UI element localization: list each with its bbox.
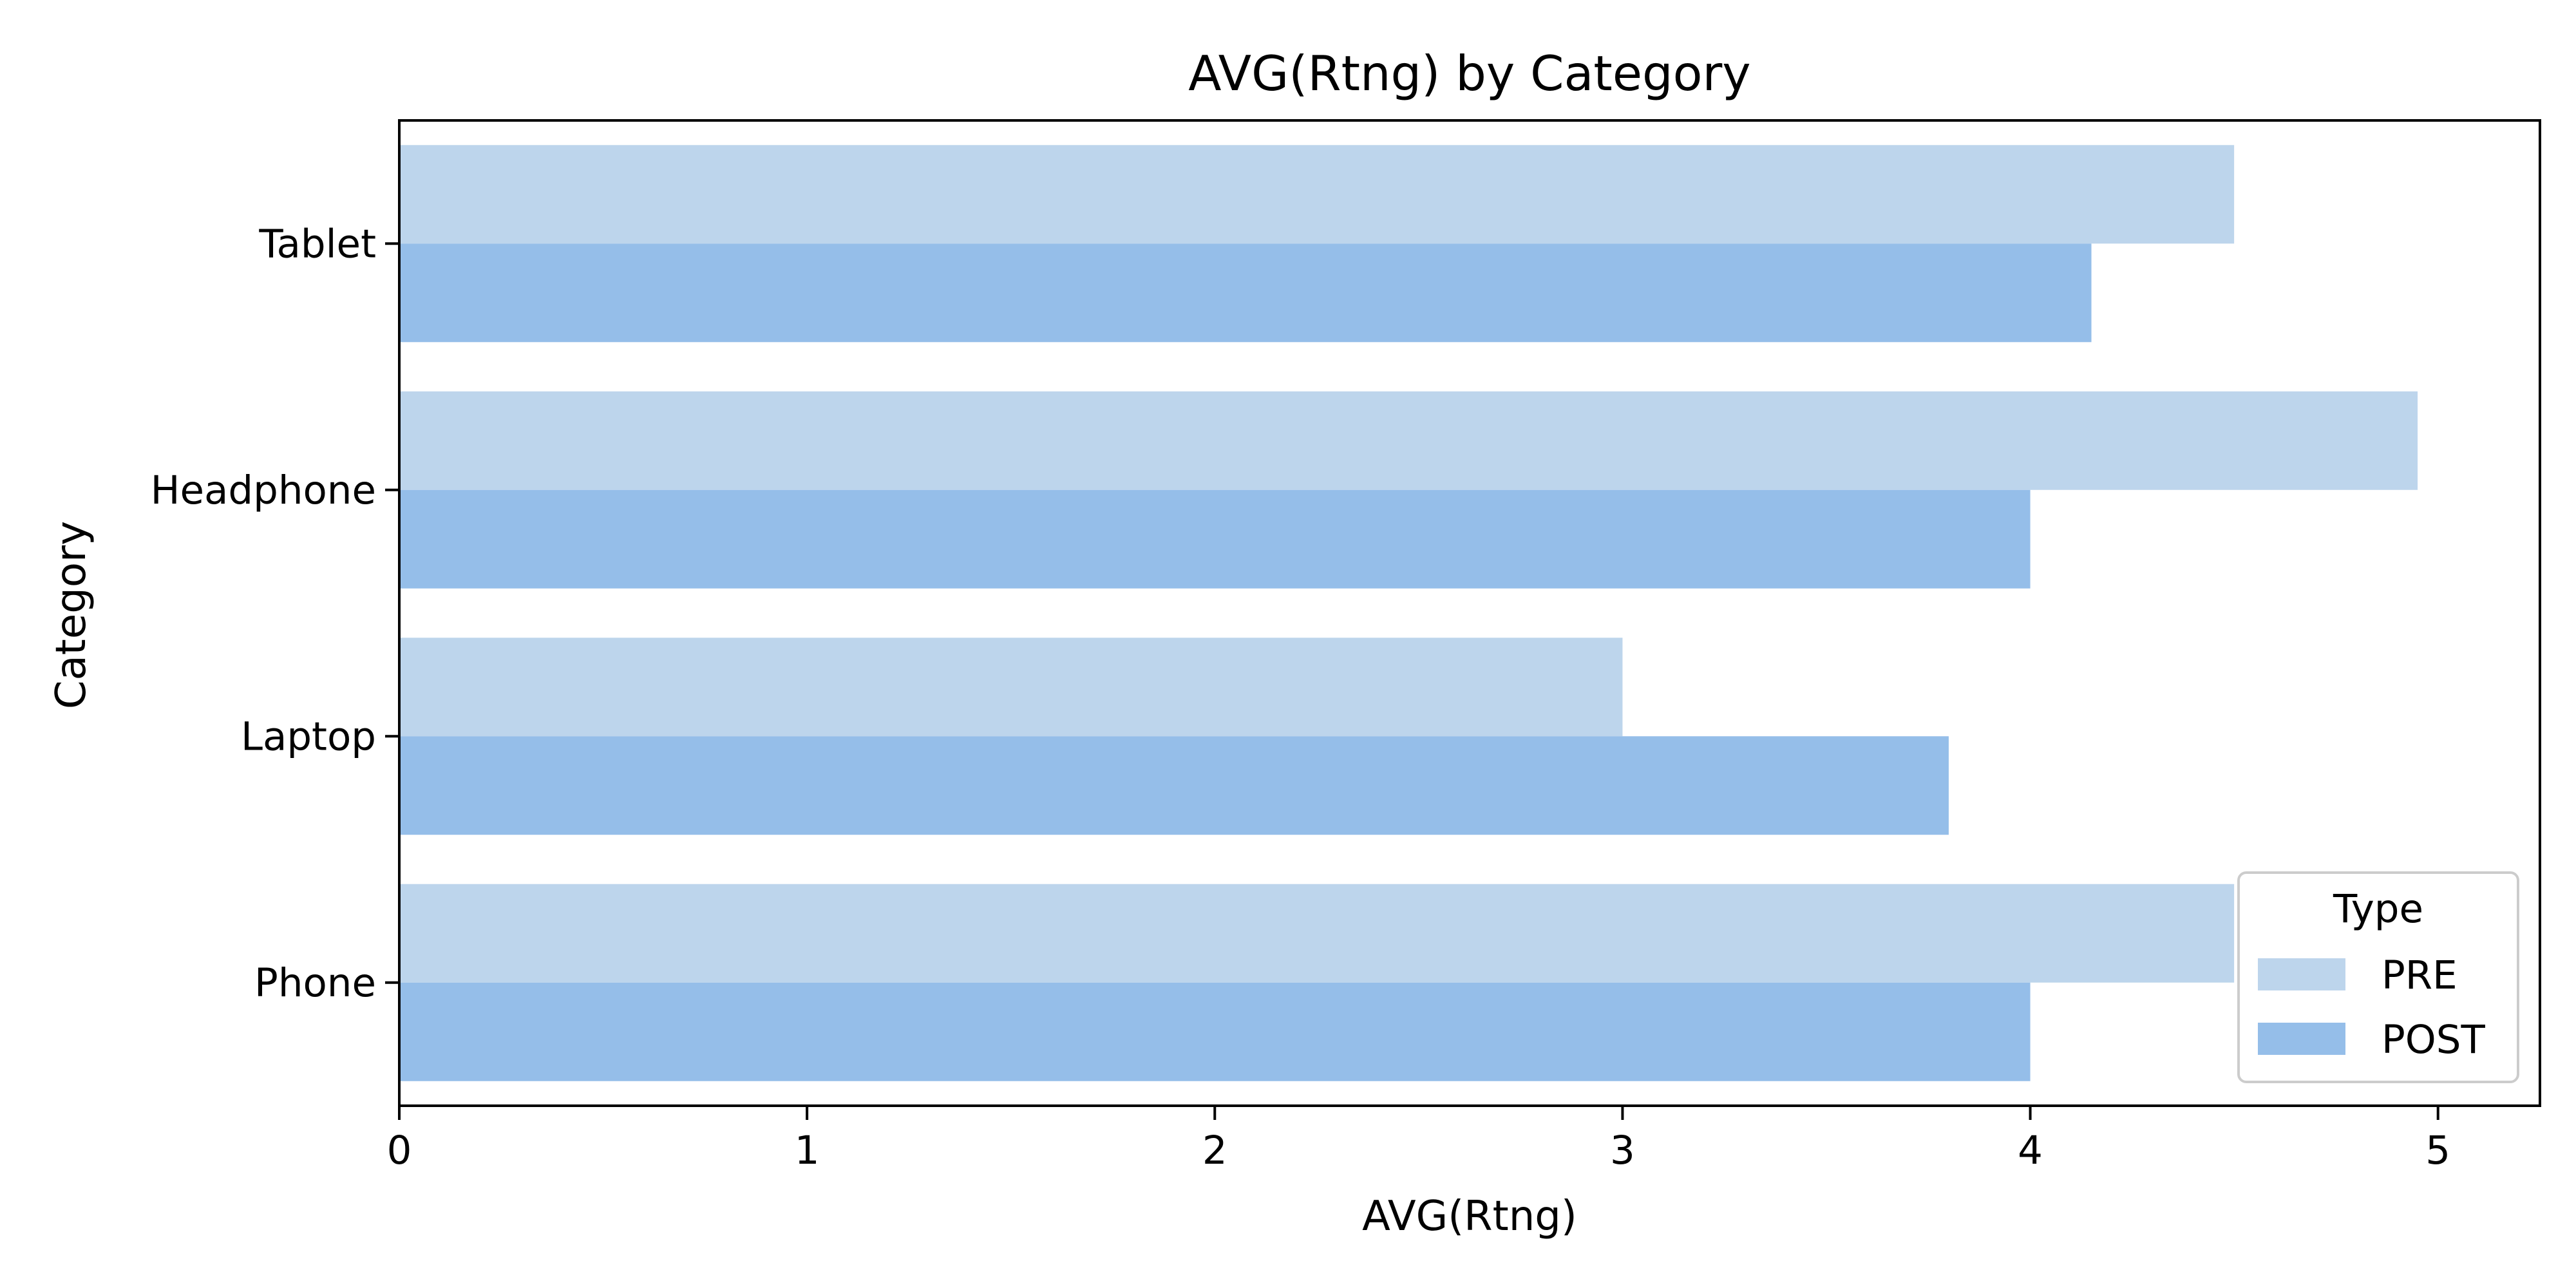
- x-tick-label: 3: [1610, 1128, 1635, 1173]
- y-tick-label: Headphone: [151, 468, 376, 513]
- x-axis-label: AVG(Rtng): [1362, 1193, 1577, 1240]
- legend-label-pre: PRE: [2382, 952, 2458, 998]
- x-tick-label: 5: [2425, 1128, 2450, 1173]
- bar-phone-pre: [399, 884, 2235, 983]
- x-tick-label: 0: [387, 1128, 412, 1173]
- y-axis: Tablet Headphone Laptop Phone: [151, 221, 399, 1006]
- bar-laptop-pre: [399, 638, 1623, 737]
- x-tick-label: 1: [795, 1128, 820, 1173]
- y-axis-label: Category: [48, 521, 95, 709]
- bar-phone-post: [399, 982, 2031, 1081]
- bar-tablet-post: [399, 243, 2092, 343]
- legend-items: PRE POST: [2258, 952, 2486, 1063]
- y-tick-label: Laptop: [241, 714, 376, 759]
- bar-headphone-pre: [399, 391, 2418, 490]
- legend-label-post: POST: [2382, 1017, 2486, 1063]
- bar-tablet-pre: [399, 145, 2235, 244]
- chart-title: AVG(Rtng) by Category: [1188, 45, 1750, 102]
- bar-laptop-post: [399, 736, 1949, 835]
- x-tick-label: 4: [2018, 1128, 2043, 1173]
- bar-headphone-post: [399, 489, 2031, 589]
- x-tick-label: 2: [1202, 1128, 1227, 1173]
- legend-swatch-pre: [2258, 958, 2345, 990]
- legend-swatch-post: [2258, 1023, 2345, 1055]
- legend[interactable]: Type PRE POST: [2237, 871, 2519, 1083]
- bars-group: [399, 145, 2418, 1081]
- plot-frame: [398, 119, 2541, 1107]
- y-tick-label: Phone: [254, 960, 376, 1006]
- x-axis: 0 1 2 3 4 5: [387, 1106, 2450, 1173]
- legend-title: Type: [2333, 886, 2423, 932]
- y-tick-label: Tablet: [258, 221, 376, 267]
